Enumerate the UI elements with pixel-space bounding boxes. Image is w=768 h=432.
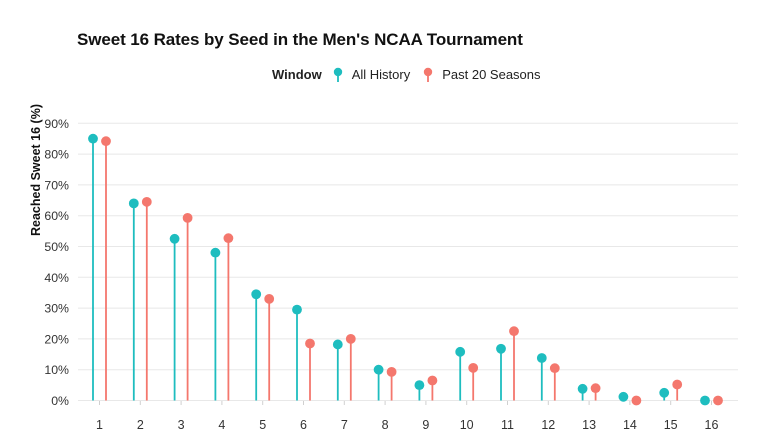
x-tick-label-8: 8 [382,418,389,432]
all-history-point-seed-10 [455,346,466,357]
y-tick-label-90: 90% [44,117,69,131]
past-20-seasons-point-seed-10 [468,362,479,373]
legend-key-past-20-seasons [424,67,433,82]
y-tick-label-60: 60% [44,209,69,223]
past-20-seasons-point-seed-14 [631,395,642,406]
all-history-point-seed-14 [618,391,629,402]
past-20-seasons-point-seed-16 [713,395,723,406]
past-20-seasons-point-seed-1 [101,136,111,147]
past-20-seasons-point-seed-5 [264,293,275,304]
all-history-point-seed-15 [659,387,670,398]
all-history-point-seed-6 [292,304,302,315]
x-tick-label-11: 11 [501,418,514,432]
x-tick-label-2: 2 [137,418,144,432]
y-tick-label-70: 70% [44,178,69,192]
all-history-point-seed-12 [536,353,547,363]
x-tick-label-13: 13 [582,418,596,432]
all-history-point-seed-2 [128,198,139,209]
x-tick-label-15: 15 [664,418,678,432]
all-history-point-seed-9 [414,380,425,390]
all-history-point-seed-13 [577,383,588,394]
y-axis-label: Reached Sweet 16 (%) [29,104,43,236]
x-tick-label-3: 3 [178,418,185,432]
x-tick-label-9: 9 [422,418,429,432]
y-tick-label-30: 30% [44,302,69,316]
legend-key-all-history [333,67,342,82]
legend-item-all-history: All History [332,66,411,82]
all-history-point-seed-8 [373,364,384,375]
past-20-seasons-point-seed-8 [386,366,397,377]
y-tick-label-20: 20% [44,332,69,346]
x-tick-label-5: 5 [259,418,266,432]
x-tick-label-14: 14 [623,418,637,432]
past-20-seasons-point-seed-15 [672,379,683,390]
legend-title: Window [272,66,322,82]
axis-layer: 0%10%20%30%40%50%60%70%80%90%1 2 3 4 5 6 7 8 9 10… [44,117,718,432]
all-history-point-seed-11 [496,343,506,354]
grid-layer [78,122,738,401]
x-tick-label-7: 7 [341,418,348,432]
past-20-seasons-point-seed-4 [223,233,234,244]
legend-item-past-20-seasons: Past 20 Seasons [422,66,541,82]
past-20-seasons-point-seed-9 [427,375,438,386]
y-tick-label-0: 0% [51,394,69,408]
all-history-point-seed-3 [169,233,180,244]
y-tick-label-80: 80% [44,148,69,162]
series-layer [88,133,723,406]
past-20-seasons-point-seed-2 [141,196,152,207]
all-history-point-seed-4 [210,247,221,258]
all-history-point-seed-7 [332,339,343,350]
chart-legend: Window All History Past 20 Seasons [272,66,553,82]
all-history-point-seed-1 [88,133,98,144]
past-20-seasons-point-seed-7 [345,334,356,344]
past-20-seasons-point-seed-6 [305,338,315,349]
x-tick-label-12: 12 [541,418,555,432]
all-history-point-seed-5 [251,289,262,300]
past-20-seasons-point-seed-12 [549,363,560,374]
legend-label-all-history: All History [351,66,411,82]
x-tick-label-1: 1 [96,418,103,432]
x-tick-label-16: 16 [705,418,719,432]
legend-label-past-20-seasons: Past 20 Seasons [442,66,541,82]
past-20-seasons-point-seed-13 [590,383,601,394]
all-history-point-seed-16 [700,395,710,406]
past-20-seasons-point-seed-3 [182,212,193,223]
x-tick-label-10: 10 [460,418,474,432]
y-tick-label-50: 50% [44,240,69,254]
x-tick-label-6: 6 [300,418,307,432]
chart-title: Sweet 16 Rates by Seed in the Men's NCAA… [77,30,523,49]
y-tick-label-10: 10% [44,363,69,377]
x-tick-label-4: 4 [218,418,225,432]
y-tick-label-40: 40% [44,271,69,285]
past-20-seasons-point-seed-11 [509,326,519,337]
